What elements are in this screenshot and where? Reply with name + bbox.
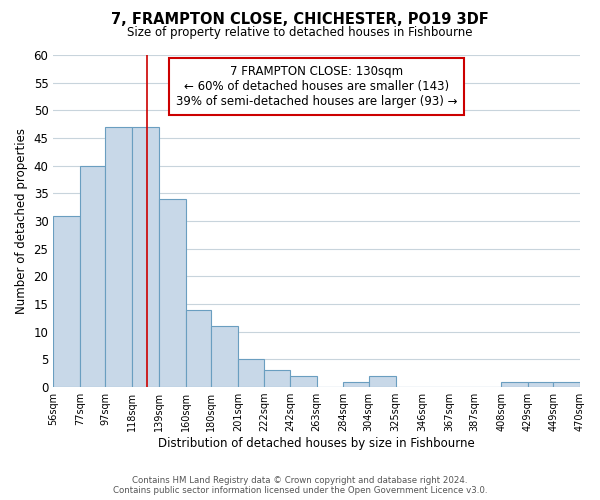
- Text: 7, FRAMPTON CLOSE, CHICHESTER, PO19 3DF: 7, FRAMPTON CLOSE, CHICHESTER, PO19 3DF: [111, 12, 489, 28]
- Y-axis label: Number of detached properties: Number of detached properties: [15, 128, 28, 314]
- Bar: [290, 376, 317, 387]
- X-axis label: Distribution of detached houses by size in Fishbourne: Distribution of detached houses by size …: [158, 437, 475, 450]
- Bar: [553, 382, 580, 387]
- Bar: [106, 127, 132, 387]
- Bar: [238, 360, 265, 387]
- Bar: [185, 310, 211, 387]
- Bar: [265, 370, 290, 387]
- Bar: [528, 382, 553, 387]
- Bar: [80, 166, 106, 387]
- Text: 7 FRAMPTON CLOSE: 130sqm
← 60% of detached houses are smaller (143)
39% of semi-: 7 FRAMPTON CLOSE: 130sqm ← 60% of detach…: [176, 65, 457, 108]
- Bar: [501, 382, 528, 387]
- Bar: [211, 326, 238, 387]
- Bar: [132, 127, 159, 387]
- Text: Size of property relative to detached houses in Fishbourne: Size of property relative to detached ho…: [127, 26, 473, 39]
- Text: Contains HM Land Registry data © Crown copyright and database right 2024.
Contai: Contains HM Land Registry data © Crown c…: [113, 476, 487, 495]
- Bar: [53, 216, 80, 387]
- Bar: [159, 199, 185, 387]
- Bar: [343, 382, 369, 387]
- Bar: [369, 376, 395, 387]
